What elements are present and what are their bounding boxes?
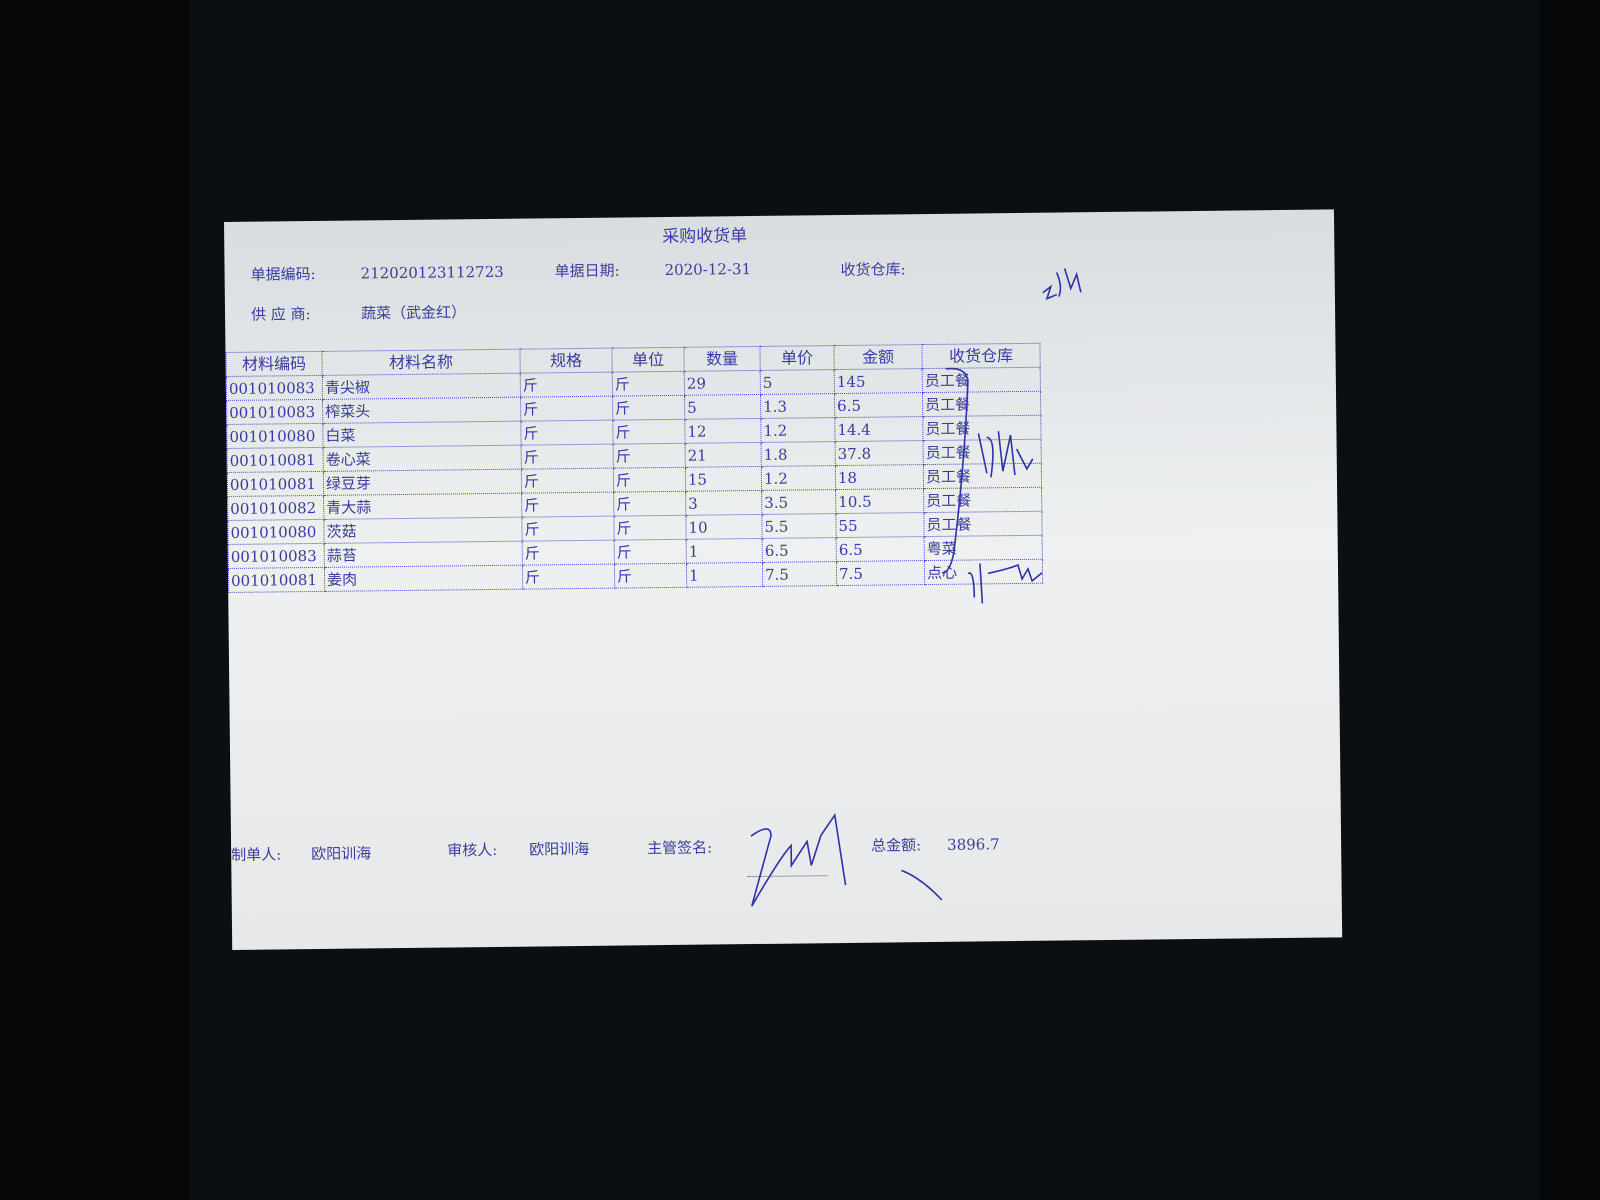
handwriting-overlay bbox=[750, 268, 1082, 907]
purchase-receipt-document: 采购收货单 单据编码: 212020123112723 单据日期: 2020-1… bbox=[224, 209, 1343, 950]
bracket-mark bbox=[941, 367, 969, 574]
supervisor-signature bbox=[750, 812, 943, 907]
handwritten-signature-right bbox=[977, 431, 1034, 478]
handwritten-note bbox=[1042, 268, 1082, 301]
handwritten-signature-bottom bbox=[967, 563, 1043, 604]
